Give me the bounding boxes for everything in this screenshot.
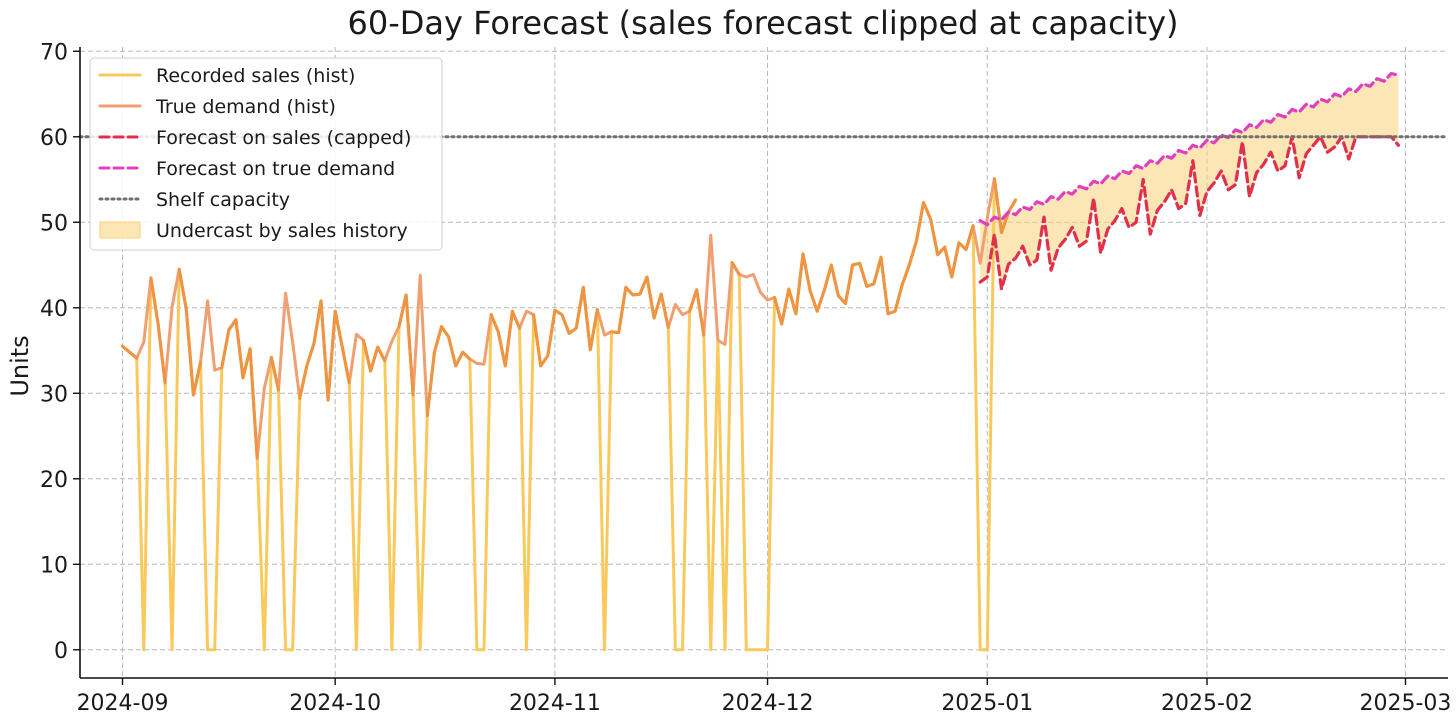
- historical-overlap-segment: [992, 177, 1018, 234]
- x-tick-label: 2024-12: [722, 691, 814, 716]
- chart-title: 60-Day Forecast (sales forecast clipped …: [347, 4, 1178, 42]
- axes: 0 10 20 30 40 50 60 70 2024-09 2024-10 2024-11 2024…: [40, 40, 1451, 716]
- legend-forecast-true-demand-label: Forecast on true demand: [156, 158, 395, 180]
- historical-overlap-segment: [532, 285, 599, 368]
- historical-overlap-segment: [177, 267, 202, 397]
- forecast-true-demand-line: [978, 71, 1401, 227]
- x-tick-label: 2024-10: [289, 691, 381, 716]
- series-lines: [78, 71, 1450, 652]
- legend-shelf-capacity-label: Shelf capacity: [156, 189, 290, 211]
- historical-overlap-segment: [298, 299, 351, 402]
- legend-undercast-label: Undercast by sales history: [156, 220, 408, 242]
- forecast-sales-capped-line: [978, 135, 1401, 291]
- x-tick-label: 2025-01: [941, 691, 1033, 716]
- legend-true-demand-label: True demand (hist): [155, 96, 336, 118]
- historical-overlap-segment: [149, 276, 167, 385]
- y-tick-label: 0: [54, 639, 68, 664]
- historical-overlap-segment: [610, 275, 670, 335]
- historical-overlap-segment: [425, 325, 472, 417]
- historical-overlap-segment: [730, 261, 741, 276]
- historical-overlap-segment: [220, 318, 259, 460]
- x-tick-label: 2025-02: [1161, 691, 1253, 716]
- y-tick-label: 70: [40, 40, 68, 65]
- legend-undercast-swatch: [99, 221, 141, 239]
- y-tick-label: 10: [40, 553, 68, 578]
- y-tick-label: 40: [40, 297, 68, 322]
- y-tick-label: 20: [40, 468, 68, 493]
- y-tick-label: 30: [40, 382, 68, 407]
- historical-overlap-segment: [362, 338, 387, 373]
- x-tick-label: 2024-09: [77, 691, 169, 716]
- historical-overlap-segment: [688, 288, 706, 337]
- historical-overlap-segment: [269, 355, 280, 392]
- x-tick-label: 2025-03: [1360, 691, 1452, 716]
- legend-recorded-sales-label: Recorded sales (hist): [156, 65, 355, 87]
- legend-forecast-sales-label: Forecast on sales (capped): [156, 127, 411, 149]
- x-tick-label: 2024-11: [509, 691, 601, 716]
- historical-overlap-segment: [773, 201, 975, 326]
- historical-overlap-segment: [397, 293, 415, 397]
- historical-overlap-segment: [489, 309, 521, 368]
- y-tick-label: 50: [40, 211, 68, 236]
- legend: Recorded sales (hist) True demand (hist) F…: [89, 57, 443, 251]
- historical-overlap-segment: [121, 344, 139, 360]
- legend-box: [89, 57, 443, 251]
- y-tick-label: 60: [40, 126, 68, 151]
- y-axis-label: Units: [6, 335, 34, 396]
